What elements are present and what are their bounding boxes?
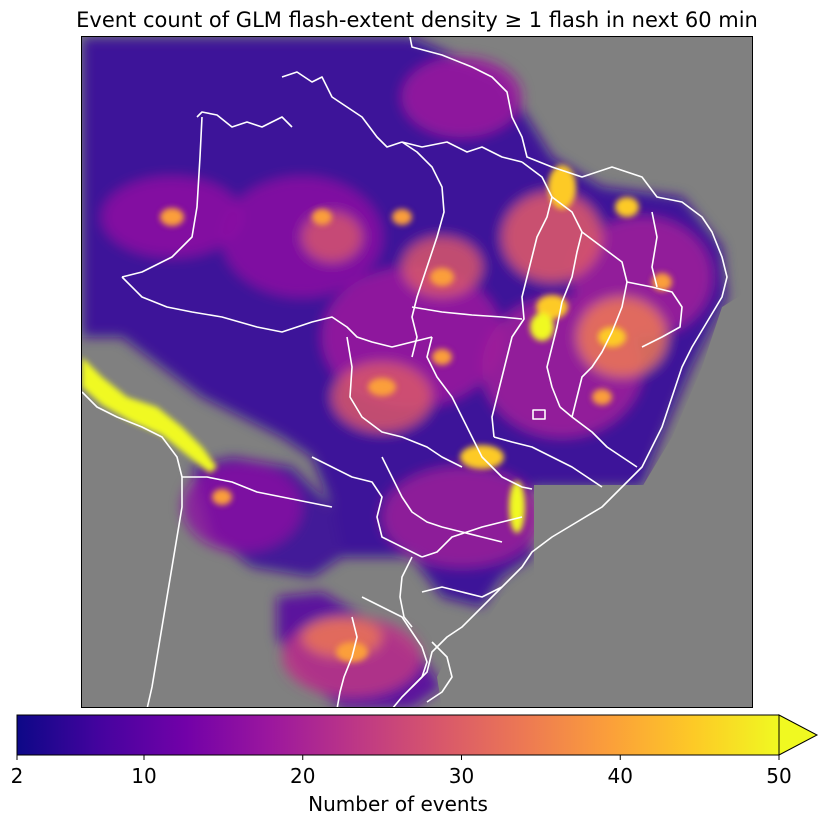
border — [411, 306, 523, 320]
border — [121, 116, 203, 278]
border — [493, 436, 603, 488]
border — [559, 406, 638, 468]
field-core — [392, 209, 412, 225]
border — [336, 616, 358, 707]
border — [426, 336, 533, 490]
colorbar — [16, 714, 819, 760]
border — [121, 276, 433, 348]
field-core — [615, 197, 639, 217]
field-core — [530, 313, 554, 341]
field-patch — [502, 192, 602, 282]
lightning-density-map — [82, 37, 752, 707]
colorbar-tick-label: 20 — [290, 764, 316, 788]
border — [651, 211, 658, 288]
field-core — [368, 378, 396, 396]
border — [381, 456, 503, 543]
border — [311, 456, 423, 558]
field-core — [548, 165, 576, 209]
field-core — [592, 389, 612, 405]
field-core — [160, 208, 184, 226]
colorbar-extend-arrow — [778, 714, 819, 756]
political-boundaries — [82, 37, 728, 707]
border — [426, 641, 453, 703]
border — [491, 161, 553, 438]
border — [546, 196, 583, 408]
andes-high-count-band — [82, 357, 217, 473]
colorbar-tick-label: 2 — [10, 764, 24, 788]
ocean-area — [437, 288, 752, 707]
colorbar-label: Number of events — [308, 792, 488, 816]
field-core — [430, 268, 454, 286]
colorbar-ticks — [16, 755, 780, 760]
colorbar-tick-label: 50 — [766, 764, 792, 788]
border — [361, 596, 428, 688]
border — [626, 281, 683, 348]
border — [399, 556, 413, 628]
field-core — [432, 349, 452, 365]
colorbar-gradient — [17, 715, 779, 755]
field-patch — [402, 57, 522, 137]
field-patch — [302, 212, 362, 262]
border — [401, 141, 445, 358]
border — [281, 71, 403, 148]
field-core — [509, 481, 525, 533]
colorbar-tick-label: 40 — [607, 764, 633, 788]
colorbar-outline — [16, 714, 779, 756]
field-core — [598, 327, 626, 347]
map-title: Event count of GLM flash-extent density … — [76, 8, 758, 32]
border — [196, 111, 293, 128]
colorbar-tick-label: 10 — [131, 764, 157, 788]
field-patch — [182, 462, 302, 552]
field-core — [212, 489, 232, 505]
border — [571, 231, 628, 418]
federal-district-border — [532, 409, 546, 420]
west-coastline — [82, 391, 183, 707]
border — [421, 586, 503, 598]
event-count-field — [82, 37, 752, 707]
border — [401, 141, 523, 163]
field-patch — [332, 362, 432, 432]
coastline — [392, 37, 728, 707]
border — [346, 336, 463, 468]
border — [421, 516, 523, 558]
field-core — [336, 642, 368, 662]
border — [182, 476, 333, 508]
field-patch — [402, 237, 482, 297]
colorbar-tick-label: 30 — [448, 764, 475, 788]
field-core — [312, 209, 332, 225]
map-panel — [81, 36, 753, 708]
